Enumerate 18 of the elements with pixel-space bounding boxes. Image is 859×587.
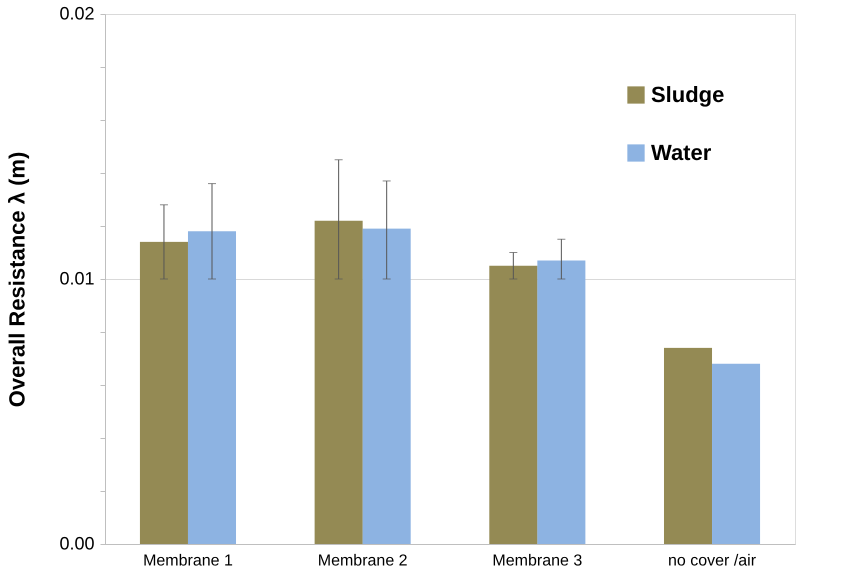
bar [537, 260, 586, 544]
x-tick-label: no cover /air [668, 552, 757, 570]
legend-label: Water [651, 140, 712, 165]
bar [140, 242, 188, 544]
bar [712, 364, 760, 544]
bar [188, 231, 236, 544]
bar [362, 228, 411, 544]
y-tick-label: 0.02 [59, 4, 94, 24]
x-tick-label: Membrane 1 [143, 552, 233, 570]
bar [489, 266, 538, 544]
text: 0.00 [59, 534, 94, 554]
y-axis-title: Overall Resistance λ (m) [4, 152, 30, 408]
bar [314, 220, 363, 544]
x-tick-label: Membrane 3 [492, 552, 582, 570]
x-tick-label: Membrane 2 [318, 552, 408, 570]
bar [664, 348, 712, 544]
y-tick-label: 0.01 [59, 268, 94, 288]
legend-label: Sludge [651, 82, 724, 107]
